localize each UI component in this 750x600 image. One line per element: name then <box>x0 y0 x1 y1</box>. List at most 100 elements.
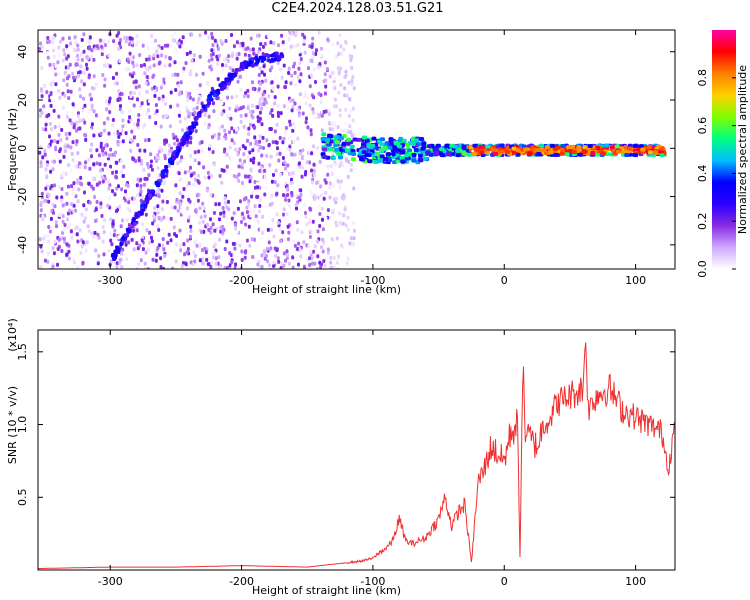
noise-cell <box>70 184 74 189</box>
noise-cell <box>154 38 157 43</box>
noise-cell <box>60 249 64 253</box>
line-cell <box>417 153 423 158</box>
noise-cell <box>75 120 79 125</box>
noise-cell <box>69 229 73 234</box>
noise-cell <box>75 225 79 230</box>
y-tick-label: 40 <box>16 45 29 59</box>
noise-cell <box>63 223 67 227</box>
noise-cell <box>128 115 132 120</box>
noise-cell <box>132 247 136 252</box>
line-cell <box>413 138 419 143</box>
noise-cell <box>177 171 181 176</box>
noise-cell <box>243 94 246 99</box>
noise-cell <box>305 160 309 165</box>
noise-cell <box>331 127 335 132</box>
noise-cell <box>328 74 332 79</box>
streak-cell <box>225 78 230 83</box>
noise-cell <box>203 112 207 117</box>
noise-cell <box>242 152 246 157</box>
noise-cell <box>104 43 107 48</box>
noise-cell <box>256 194 260 199</box>
noise-cell <box>223 247 227 251</box>
noise-cell <box>303 35 307 40</box>
y-tick-label: 1.5 <box>16 343 29 361</box>
streak-cell <box>134 213 139 218</box>
noise-cell <box>329 164 333 169</box>
line-cell <box>334 148 340 152</box>
noise-cell <box>121 218 124 223</box>
noise-cell <box>160 106 164 111</box>
streak-cell <box>239 62 244 67</box>
noise-cell <box>160 53 164 58</box>
streak-cell <box>250 63 255 68</box>
noise-cell <box>232 253 236 258</box>
noise-cell <box>88 92 92 97</box>
noise-cell <box>167 143 171 148</box>
noise-cell <box>84 207 88 212</box>
noise-cell <box>103 77 107 82</box>
noise-cell <box>155 252 159 257</box>
noise-cell <box>317 65 321 70</box>
noise-cell <box>260 153 264 158</box>
noise-cell <box>180 155 184 160</box>
y-axis-label: Frequency (Hz) <box>6 108 19 191</box>
noise-cell <box>269 154 273 159</box>
noise-cell <box>344 69 348 74</box>
noise-cell <box>331 208 335 213</box>
noise-cell <box>236 206 240 211</box>
noise-cell <box>270 227 273 232</box>
noise-cell <box>46 181 50 186</box>
noise-cell <box>182 66 186 71</box>
noise-cell <box>181 70 185 75</box>
noise-cell <box>141 43 145 48</box>
noise-cell <box>189 153 193 158</box>
noise-cell <box>246 155 250 160</box>
noise-cell <box>83 133 87 137</box>
noise-cell <box>329 115 333 120</box>
noise-cell <box>344 40 348 45</box>
noise-cell <box>40 191 44 196</box>
noise-cell <box>337 179 341 184</box>
noise-cell <box>341 221 345 226</box>
noise-cell <box>347 114 351 119</box>
noise-cell <box>249 158 253 163</box>
line-cell <box>559 148 565 153</box>
noise-cell <box>292 64 296 69</box>
noise-cell <box>52 35 56 40</box>
noise-cell <box>282 212 285 217</box>
noise-cell <box>38 113 42 118</box>
noise-cell <box>200 101 204 106</box>
noise-cell <box>101 152 105 157</box>
noise-cell <box>58 149 62 154</box>
line-cell <box>544 145 550 150</box>
noise-cell <box>148 65 152 70</box>
noise-cell <box>152 63 156 68</box>
noise-cell <box>150 167 154 172</box>
noise-cell <box>238 43 242 48</box>
noise-cell <box>79 107 83 112</box>
noise-cell <box>103 83 107 88</box>
noise-cell <box>223 266 227 269</box>
noise-cell <box>312 249 316 254</box>
noise-cell <box>202 206 206 211</box>
line-cell <box>444 143 450 148</box>
noise-cell <box>79 165 83 169</box>
noise-cell <box>323 263 327 268</box>
noise-cell <box>109 164 112 169</box>
noise-cell <box>310 261 314 266</box>
noise-cell <box>171 73 175 78</box>
noise-cell <box>257 161 261 166</box>
noise-cell <box>298 92 302 97</box>
noise-cell <box>121 247 125 252</box>
noise-cell <box>321 227 325 232</box>
noise-cell <box>259 42 263 47</box>
noise-cell <box>180 40 183 44</box>
noise-cell <box>155 158 159 163</box>
noise-cell <box>271 218 275 223</box>
noise-cell <box>119 104 122 109</box>
noise-cell <box>87 181 91 186</box>
noise-cell <box>270 80 274 85</box>
noise-cell <box>253 144 257 149</box>
noise-cell <box>111 152 115 157</box>
noise-cell <box>178 228 182 233</box>
